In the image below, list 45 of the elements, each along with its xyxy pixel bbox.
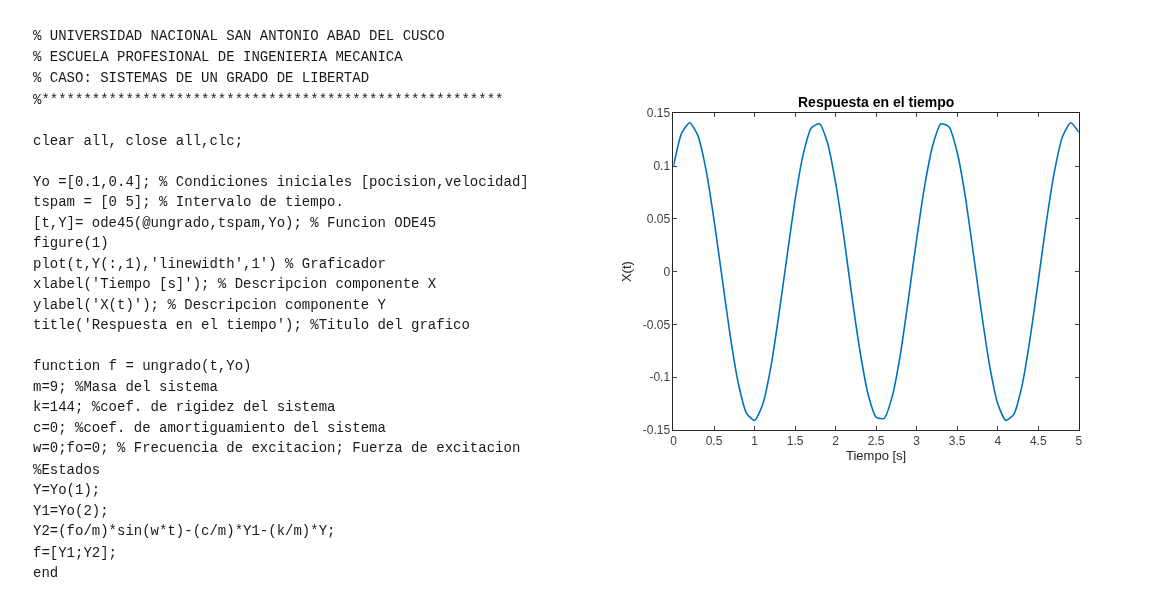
text: k=144; %coef. de rigidez del sistema: [33, 399, 336, 415]
x-tick-label: 2.5: [867, 434, 885, 449]
text: Y2=(fo/m)*sin(w*t)-(c/m)*Y1-(k/m)*Y;: [33, 523, 336, 539]
text: f=[Y1;Y2];: [33, 545, 118, 561]
text: c=0; %coef. de amortiguamiento del sistema: [33, 420, 386, 436]
x-tick-label: 2: [832, 434, 840, 449]
x-tick-label: 3.5: [948, 434, 966, 449]
text: % ESCUELA PROFESIONAL DE INGENIERIA MECANICA: [33, 49, 404, 65]
y-tick-label: 0.1: [653, 159, 671, 174]
text: Y1=Yo(2);: [33, 503, 109, 519]
x-tick-label: 0.5: [705, 434, 723, 449]
y-tick-label: -0.1: [649, 370, 671, 385]
text: end: [33, 565, 59, 581]
x-tick-label: 5: [1075, 434, 1083, 449]
y-tick-label: 0: [663, 264, 671, 279]
y-tick-label: 0.05: [646, 212, 671, 227]
text: title('Respuesta en el tiempo'); %Titulo del grafico: [33, 317, 470, 333]
y-axis-title: X(t): [618, 261, 634, 283]
text: function f = ungrado(t,Yo): [33, 358, 252, 374]
x-tick-label: 4.5: [1029, 434, 1047, 449]
y-tick-label: -0.15: [642, 423, 671, 438]
text: Y=Yo(1);: [33, 482, 101, 498]
text: figure(1): [33, 235, 109, 251]
text: plot(t,Y(:,1),'linewidth',1') % Graficador: [33, 256, 386, 272]
text: %Estados: [33, 462, 101, 478]
text: % CASO: SISTEMAS DE UN GRADO DE LIBERTAD: [33, 70, 370, 86]
y-tick-label: -0.05: [642, 317, 671, 332]
chart-title: Respuesta en el tiempo: [798, 94, 955, 110]
text: w=0;fo=0; % Frecuencia de excitacion; Fuerza de excitacion: [33, 440, 521, 456]
x-tick-label: 1: [751, 434, 759, 449]
text: xlabel('Tiempo [s]'); % Descripcion componente X: [33, 276, 437, 292]
text: ylabel('X(t)'); % Descripcion componente Y: [33, 297, 387, 313]
text: %*******************************************************: [33, 92, 504, 108]
text: % UNIVERSIDAD NACIONAL SAN ANTONIO ABAD DEL CUSCO: [33, 28, 445, 44]
text: m=9; %Masa del sistema: [33, 379, 218, 395]
x-axis-title: Tiempo [s]: [846, 448, 907, 464]
x-tick-label: 4: [994, 434, 1002, 449]
x-tick-label: 1.5: [786, 434, 804, 449]
line-series: [673, 121, 1079, 422]
text: Yo =[0.1,0.4]; % Condiciones iniciales [pocision,velocidad]: [33, 174, 529, 190]
y-tick-label: 0.15: [646, 106, 671, 121]
x-tick-label: 3: [913, 434, 921, 449]
text: [t,Y]= ode45(@ungrado,tspam,Yo); % Funcion ODE45: [33, 215, 437, 231]
text: clear all, close all,clc;: [33, 133, 244, 149]
text: tspam = [0 5]; % Intervalo de tiempo.: [33, 194, 344, 210]
